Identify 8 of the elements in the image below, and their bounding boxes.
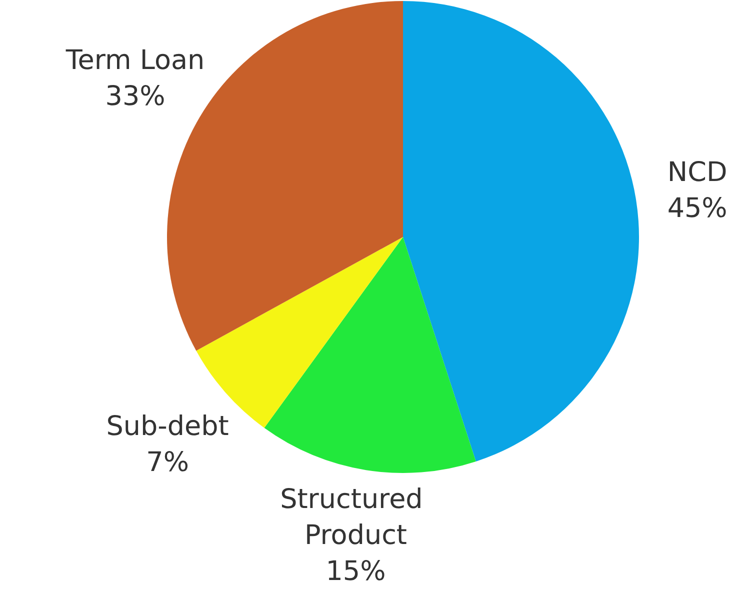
slice-label: Structured Product <box>280 484 432 551</box>
data-label: 45% <box>667 192 728 224</box>
slice-label: Sub-debt <box>106 411 229 442</box>
slice-label: Term Loan <box>64 45 205 76</box>
data-label: 7% <box>146 447 189 478</box>
slice-label: NCD <box>667 156 728 188</box>
data-label: 33% <box>105 81 166 112</box>
data-label: 15% <box>326 556 386 587</box>
